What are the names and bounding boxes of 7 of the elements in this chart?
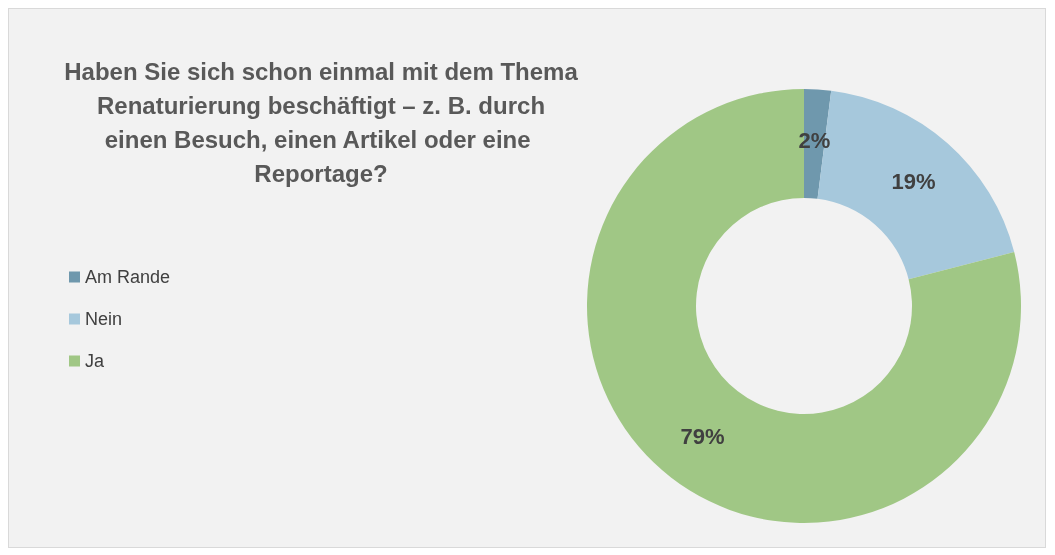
data-label: 2% — [798, 128, 831, 154]
legend-label: Nein — [85, 309, 123, 329]
legend-label: Am Rande — [85, 267, 171, 287]
data-label: 19% — [891, 169, 936, 195]
data-label: 79% — [680, 424, 725, 450]
legend-label: Ja — [85, 351, 105, 371]
text: Haben Sie sich schon einmal mit dem Thema Renaturierung beschäftigt – z. B. durch einen Besuch, einen Artikel oder eine Reportage? — [64, 57, 579, 187]
